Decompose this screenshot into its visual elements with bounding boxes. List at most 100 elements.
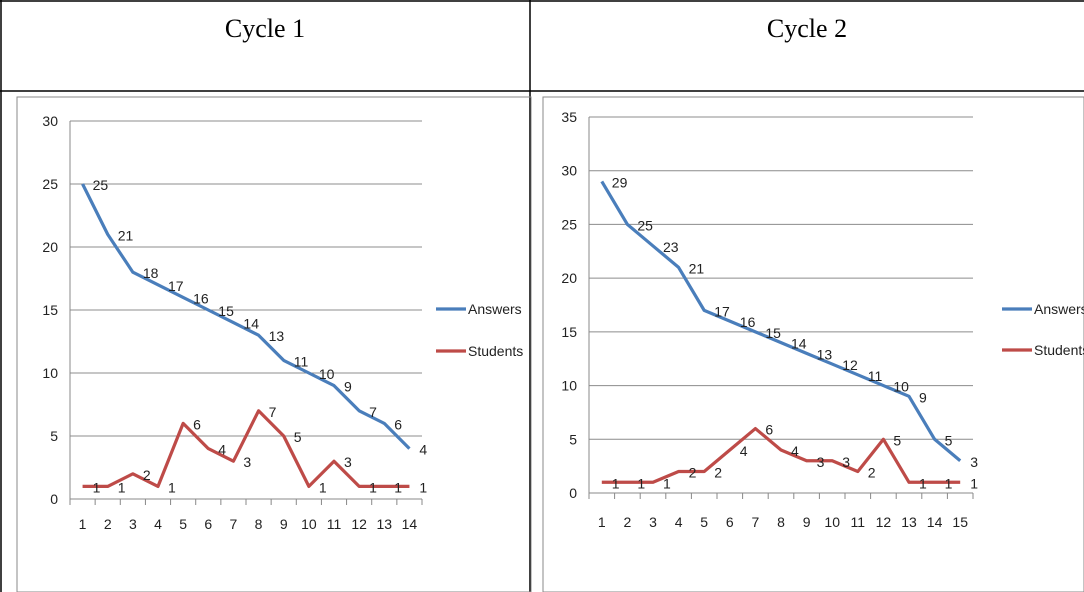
data-label: 1 xyxy=(637,475,645,491)
x-tick-label: 6 xyxy=(204,516,212,532)
data-label: 1 xyxy=(419,479,427,495)
x-tick-label: 3 xyxy=(129,516,137,532)
data-label: 1 xyxy=(970,475,978,491)
x-tick-label: 9 xyxy=(803,514,811,530)
x-tick-label: 8 xyxy=(255,516,263,532)
data-label: 1 xyxy=(168,479,176,495)
header-cell-cycle-1: Cycle 1 xyxy=(0,0,530,90)
data-label: 1 xyxy=(319,479,327,495)
data-label: 10 xyxy=(319,366,335,382)
data-label: 18 xyxy=(143,265,159,281)
x-tick-label: 7 xyxy=(230,516,238,532)
data-label: 1 xyxy=(93,479,101,495)
data-label: 21 xyxy=(689,260,705,276)
x-tick-label: 12 xyxy=(876,514,892,530)
data-label: 16 xyxy=(193,290,209,306)
x-tick-label: 2 xyxy=(104,516,112,532)
y-tick-label: 15 xyxy=(561,324,577,340)
data-label: 6 xyxy=(193,416,201,432)
y-tick-label: 0 xyxy=(569,485,577,501)
y-tick-label: 15 xyxy=(42,302,58,318)
data-label: 1 xyxy=(118,479,126,495)
data-label: 17 xyxy=(168,278,184,294)
data-label: 16 xyxy=(740,314,756,330)
data-label: 9 xyxy=(919,389,927,405)
data-label: 1 xyxy=(945,475,953,491)
x-tick-label: 4 xyxy=(154,516,162,532)
data-label: 25 xyxy=(637,217,653,233)
header-cycle-1: Cycle 1 xyxy=(224,14,306,43)
data-label: 2 xyxy=(714,465,722,481)
y-tick-label: 20 xyxy=(42,239,58,255)
data-label: 1 xyxy=(663,475,671,491)
data-label: 13 xyxy=(269,328,285,344)
x-tick-label: 8 xyxy=(777,514,785,530)
y-tick-label: 30 xyxy=(42,113,58,129)
x-tick-label: 5 xyxy=(700,514,708,530)
series-line-students xyxy=(601,426,961,484)
legend-label-students: Students xyxy=(468,343,523,359)
y-tick-label: 35 xyxy=(561,109,577,125)
x-tick-label: 1 xyxy=(79,516,87,532)
data-label: 1 xyxy=(612,475,620,491)
header-cell-cycle-2: Cycle 2 xyxy=(530,0,1084,90)
data-label: 14 xyxy=(243,316,259,332)
data-label: 12 xyxy=(842,357,858,373)
y-tick-label: 30 xyxy=(561,163,577,179)
data-label: 23 xyxy=(663,239,679,255)
data-label: 3 xyxy=(970,454,978,470)
data-label: 3 xyxy=(817,454,825,470)
data-label: 6 xyxy=(394,416,402,432)
data-label: 1 xyxy=(394,479,402,495)
data-label: 4 xyxy=(419,442,427,458)
x-tick-label: 10 xyxy=(824,514,840,530)
data-label: 5 xyxy=(893,432,901,448)
data-label: 7 xyxy=(269,404,277,420)
y-tick-label: 10 xyxy=(561,378,577,394)
data-label: 7 xyxy=(369,404,377,420)
data-label: 17 xyxy=(714,303,730,319)
data-label: 6 xyxy=(765,422,773,438)
x-tick-label: 11 xyxy=(327,516,342,532)
x-tick-label: 4 xyxy=(675,514,683,530)
data-label: 3 xyxy=(842,454,850,470)
data-label: 15 xyxy=(765,325,781,341)
data-label: 3 xyxy=(243,454,251,470)
data-label: 15 xyxy=(218,303,234,319)
data-label: 4 xyxy=(740,443,748,459)
data-label: 4 xyxy=(218,442,226,458)
y-tick-label: 0 xyxy=(50,491,58,507)
y-tick-label: 5 xyxy=(50,428,58,444)
y-tick-label: 5 xyxy=(569,431,577,447)
x-tick-label: 15 xyxy=(952,514,968,530)
x-tick-label: 13 xyxy=(376,516,392,532)
x-tick-label: 11 xyxy=(851,514,866,530)
data-label: 21 xyxy=(118,227,134,243)
header-cycle-2: Cycle 2 xyxy=(766,14,848,43)
x-tick-label: 7 xyxy=(752,514,760,530)
data-label: 9 xyxy=(344,379,352,395)
data-label: 25 xyxy=(93,177,109,193)
data-label: 3 xyxy=(344,454,352,470)
x-tick-label: 3 xyxy=(649,514,657,530)
data-label: 2 xyxy=(689,465,697,481)
y-tick-label: 25 xyxy=(561,216,577,232)
series-line-answers xyxy=(81,183,411,450)
x-tick-label: 1 xyxy=(598,514,606,530)
y-tick-label: 10 xyxy=(42,365,58,381)
data-label: 10 xyxy=(893,379,909,395)
legend-label-answers: Answers xyxy=(1034,301,1084,317)
x-tick-label: 9 xyxy=(280,516,288,532)
x-tick-label: 2 xyxy=(624,514,632,530)
data-label: 11 xyxy=(294,353,309,369)
series-line-answers xyxy=(600,180,962,462)
x-tick-label: 12 xyxy=(351,516,367,532)
data-label: 14 xyxy=(791,336,807,352)
x-tick-label: 10 xyxy=(301,516,317,532)
x-tick-label: 5 xyxy=(179,516,187,532)
data-label: 1 xyxy=(919,475,927,491)
series-line-students xyxy=(82,409,410,488)
